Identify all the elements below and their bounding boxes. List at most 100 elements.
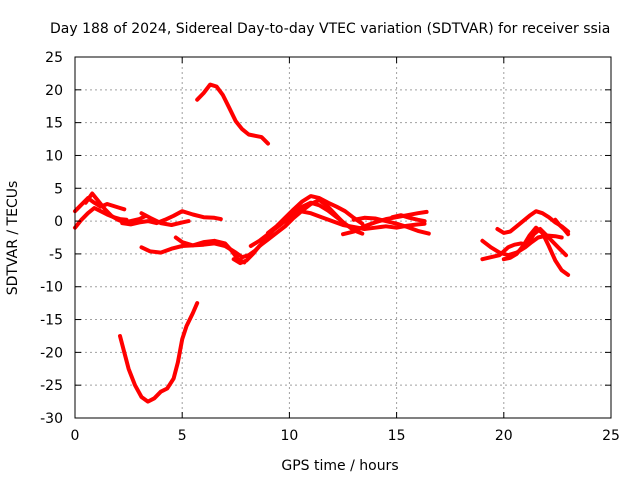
data-point — [266, 231, 270, 235]
data-point — [140, 245, 143, 249]
data-point — [219, 217, 223, 221]
data-point — [547, 215, 551, 219]
data-point — [540, 211, 544, 215]
data-point — [326, 205, 330, 209]
data-point — [234, 119, 238, 123]
data-point — [335, 205, 339, 209]
data-point — [534, 226, 538, 230]
data-point — [317, 203, 321, 207]
data-point — [240, 255, 244, 259]
data-point — [92, 201, 96, 205]
y-tick-label: 15 — [45, 116, 63, 132]
data-point — [553, 234, 557, 238]
data-point — [489, 255, 493, 259]
data-point — [191, 243, 195, 247]
data-point — [309, 201, 313, 205]
data-point — [341, 223, 345, 227]
data-point — [536, 236, 540, 239]
y-tick-label: 25 — [45, 50, 63, 66]
data-point — [558, 247, 561, 251]
data-point — [191, 213, 195, 216]
data-point — [170, 223, 173, 227]
plot-frame — [74, 56, 612, 419]
data-point — [399, 213, 403, 217]
data-point — [521, 219, 525, 223]
data-point — [109, 214, 113, 218]
data-point — [79, 218, 83, 222]
data-point — [116, 218, 120, 222]
data-point — [129, 219, 133, 223]
data-point — [212, 216, 216, 220]
data-point — [534, 209, 538, 213]
data-point — [180, 244, 184, 248]
data-point — [148, 216, 152, 220]
y-tick-label: -25 — [40, 378, 63, 394]
data-point — [506, 245, 510, 249]
data-point — [146, 400, 150, 404]
data-point — [165, 387, 169, 390]
data-point — [140, 211, 143, 215]
data-point — [373, 220, 377, 224]
data-point — [92, 206, 96, 210]
data-point — [480, 239, 484, 243]
data-point — [384, 219, 388, 223]
data-point — [137, 217, 141, 221]
data-point — [408, 216, 411, 220]
data-point — [498, 253, 501, 257]
data-point — [79, 203, 83, 207]
data-point — [502, 257, 506, 261]
data-point — [300, 205, 304, 209]
data-point — [362, 224, 366, 228]
data-point — [146, 219, 150, 223]
data-point — [221, 93, 225, 97]
x-tick-label: 5 — [178, 428, 187, 444]
data-point — [416, 218, 420, 222]
data-point — [163, 218, 167, 222]
series-arc-3 — [83, 191, 148, 225]
data-point — [416, 229, 420, 233]
data-point — [257, 239, 261, 243]
data-point — [330, 219, 334, 223]
data-point — [508, 230, 512, 234]
y-tick-label: 5 — [54, 181, 63, 197]
data-point — [174, 236, 178, 239]
y-tick-label: 10 — [45, 148, 63, 164]
data-point — [540, 231, 544, 235]
data-point — [232, 257, 236, 261]
y-axis-label: SDTVAR / TECUs — [5, 181, 21, 296]
y-tick-label: -15 — [40, 313, 63, 329]
data-point — [343, 209, 347, 213]
data-point — [373, 217, 377, 220]
data-point — [515, 224, 519, 228]
data-point — [122, 207, 126, 211]
data-point — [84, 201, 88, 205]
data-point — [105, 202, 109, 206]
x-tick-label: 15 — [388, 428, 406, 444]
data-point — [362, 216, 366, 220]
data-point — [298, 209, 302, 213]
data-point — [551, 240, 555, 244]
data-point — [97, 199, 101, 203]
data-point — [185, 324, 188, 328]
data-point — [103, 207, 107, 211]
data-point — [249, 244, 253, 248]
data-point — [129, 222, 133, 226]
data-point — [140, 395, 143, 399]
data-point — [215, 85, 218, 88]
data-point — [566, 273, 570, 277]
data-point — [112, 204, 116, 208]
data-point — [506, 253, 510, 257]
data-point — [309, 211, 313, 215]
data-point — [283, 224, 287, 228]
data-point — [519, 241, 523, 245]
x-tick-label: 0 — [71, 428, 80, 444]
data-point — [127, 367, 131, 371]
data-point — [120, 221, 124, 225]
y-tick-label: 0 — [54, 214, 63, 230]
data-point — [360, 222, 364, 226]
y-tick-label: -10 — [40, 280, 63, 296]
data-point — [427, 232, 431, 236]
data-point — [395, 226, 399, 230]
data-point — [395, 222, 399, 226]
data-point — [133, 383, 137, 387]
